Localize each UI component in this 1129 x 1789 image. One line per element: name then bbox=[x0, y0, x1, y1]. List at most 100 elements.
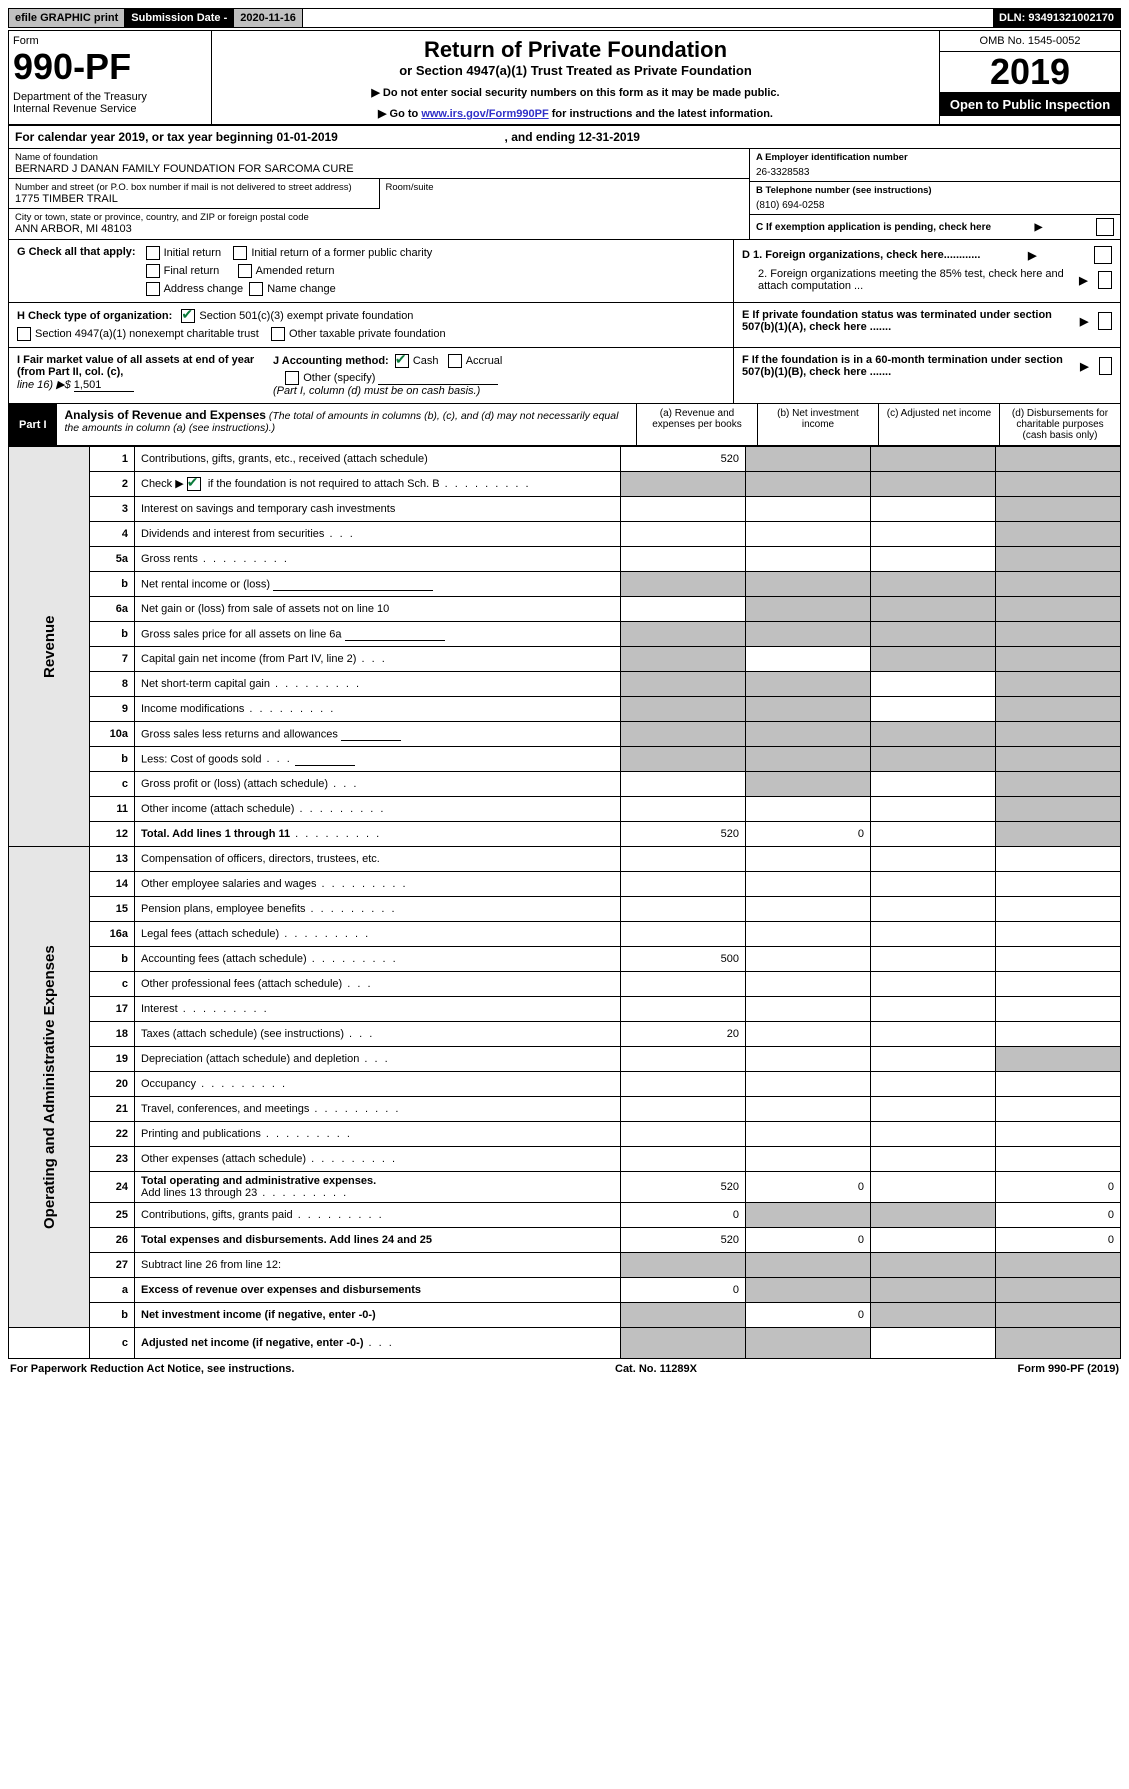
header-left: Form 990-PF Department of the Treasury I… bbox=[9, 31, 212, 124]
table-row: 3Interest on savings and temporary cash … bbox=[9, 497, 1121, 522]
f-checkbox[interactable] bbox=[1099, 357, 1112, 375]
g-address-checkbox[interactable] bbox=[146, 282, 160, 296]
table-row: cAdjusted net income (if negative, enter… bbox=[9, 1328, 1121, 1359]
form-title: Return of Private Foundation bbox=[218, 37, 933, 63]
form-number: 990-PF bbox=[13, 49, 203, 85]
table-row: 14Other employee salaries and wages bbox=[9, 872, 1121, 897]
table-row: 21Travel, conferences, and meetings bbox=[9, 1097, 1121, 1122]
arrow-icon: ▶ bbox=[1080, 360, 1092, 373]
table-row: 19Depreciation (attach schedule) and dep… bbox=[9, 1047, 1121, 1072]
foundation-name: BERNARD J DANAN FAMILY FOUNDATION FOR SA… bbox=[15, 163, 743, 175]
page-footer: For Paperwork Reduction Act Notice, see … bbox=[8, 1359, 1121, 1379]
h-4947-checkbox[interactable] bbox=[17, 327, 31, 341]
opexp-vertical-label: Operating and Administrative Expenses bbox=[9, 847, 90, 1328]
table-row: bNet rental income or (loss) bbox=[9, 572, 1121, 597]
table-row: bGross sales price for all assets on lin… bbox=[9, 622, 1121, 647]
part1-tag: Part I bbox=[9, 404, 57, 445]
paperwork-notice: For Paperwork Reduction Act Notice, see … bbox=[10, 1363, 294, 1375]
e-checkbox[interactable] bbox=[1098, 312, 1112, 330]
d1-checkbox[interactable] bbox=[1094, 246, 1112, 264]
table-row: 8Net short-term capital gain bbox=[9, 672, 1121, 697]
table-row: 15Pension plans, employee benefits bbox=[9, 897, 1121, 922]
j-other-checkbox[interactable] bbox=[285, 371, 299, 385]
schedule-b-checkbox[interactable] bbox=[187, 477, 201, 491]
part1-title: Analysis of Revenue and Expenses (The to… bbox=[57, 404, 636, 445]
i-section: I Fair market value of all assets at end… bbox=[17, 354, 257, 397]
d2-checkbox[interactable] bbox=[1098, 271, 1112, 289]
table-row: 20Occupancy bbox=[9, 1072, 1121, 1097]
year-begin: 01-01-2019 bbox=[276, 130, 337, 144]
revenue-vertical-label: Revenue bbox=[9, 447, 90, 847]
table-row: 9Income modifications bbox=[9, 697, 1121, 722]
table-row: aExcess of revenue over expenses and dis… bbox=[9, 1278, 1121, 1303]
h-501c3-checkbox[interactable] bbox=[181, 309, 195, 323]
j-cash-checkbox[interactable] bbox=[395, 354, 409, 368]
table-row: 24Total operating and administrative exp… bbox=[9, 1172, 1121, 1203]
foundation-name-cell: Name of foundation BERNARD J DANAN FAMIL… bbox=[9, 149, 749, 179]
efile-label: efile GRAPHIC print bbox=[9, 9, 125, 27]
address-cell: Number and street (or P.O. box number if… bbox=[9, 179, 379, 209]
g-initial-former-checkbox[interactable] bbox=[233, 246, 247, 260]
ein-cell: A Employer identification number 26-3328… bbox=[750, 149, 1120, 182]
part1-table: Revenue 1 Contributions, gifts, grants, … bbox=[8, 446, 1121, 1359]
g-section: G Check all that apply: Initial return I… bbox=[9, 240, 734, 302]
j-section: J Accounting method: Cash Accrual Other … bbox=[273, 354, 725, 397]
table-row: 7Capital gain net income (from Part IV, … bbox=[9, 647, 1121, 672]
identity-block: Name of foundation BERNARD J DANAN FAMIL… bbox=[8, 149, 1121, 240]
cell-a: 520 bbox=[621, 447, 746, 472]
irs-label: Internal Revenue Service bbox=[13, 103, 203, 115]
dept-treasury: Department of the Treasury bbox=[13, 91, 203, 103]
table-row: 11Other income (attach schedule) bbox=[9, 797, 1121, 822]
g-initial-checkbox[interactable] bbox=[146, 246, 160, 260]
table-row: 27Subtract line 26 from line 12: bbox=[9, 1253, 1121, 1278]
table-row: bLess: Cost of goods sold bbox=[9, 747, 1121, 772]
phone-cell: B Telephone number (see instructions) (8… bbox=[750, 182, 1120, 215]
part1-header: Part I Analysis of Revenue and Expenses … bbox=[8, 404, 1121, 446]
catalog-number: Cat. No. 11289X bbox=[615, 1363, 697, 1375]
f-section: F If the foundation is in a 60-month ter… bbox=[734, 348, 1120, 403]
form-ref: Form 990-PF (2019) bbox=[1018, 1363, 1119, 1375]
table-row: bNet investment income (if negative, ent… bbox=[9, 1303, 1121, 1328]
table-row: 22Printing and publications bbox=[9, 1122, 1121, 1147]
h-section: H Check type of organization: Section 50… bbox=[9, 303, 734, 347]
omb-number: OMB No. 1545-0052 bbox=[940, 31, 1120, 52]
arrow-icon: ▶ bbox=[1035, 222, 1047, 233]
c-checkbox[interactable] bbox=[1096, 218, 1114, 236]
table-row: 18Taxes (attach schedule) (see instructi… bbox=[9, 1022, 1121, 1047]
form-subtitle: or Section 4947(a)(1) Trust Treated as P… bbox=[218, 63, 933, 78]
g-name-change-checkbox[interactable] bbox=[249, 282, 263, 296]
table-row: 6aNet gain or (loss) from sale of assets… bbox=[9, 597, 1121, 622]
instruction-1: ▶ Do not enter social security numbers o… bbox=[218, 86, 933, 99]
h-other-taxable-checkbox[interactable] bbox=[271, 327, 285, 341]
table-row: 25Contributions, gifts, grants paid00 bbox=[9, 1203, 1121, 1228]
table-row: 17Interest bbox=[9, 997, 1121, 1022]
col-c-head: (c) Adjusted net income bbox=[878, 404, 999, 445]
table-row: 4Dividends and interest from securities bbox=[9, 522, 1121, 547]
j-accrual-checkbox[interactable] bbox=[448, 354, 462, 368]
h-e-row: H Check type of organization: Section 50… bbox=[8, 303, 1121, 348]
table-row: bAccounting fees (attach schedule)500 bbox=[9, 947, 1121, 972]
room-suite-cell: Room/suite bbox=[379, 179, 750, 209]
table-row: 23Other expenses (attach schedule) bbox=[9, 1147, 1121, 1172]
c-exemption-cell: C If exemption application is pending, c… bbox=[750, 215, 1120, 239]
g-final-checkbox[interactable] bbox=[146, 264, 160, 278]
table-row: 16aLegal fees (attach schedule) bbox=[9, 922, 1121, 947]
city-cell: City or town, state or province, country… bbox=[9, 209, 749, 238]
g-amended-checkbox[interactable] bbox=[238, 264, 252, 278]
table-row: 12Total. Add lines 1 through 115200 bbox=[9, 822, 1121, 847]
col-a-head: (a) Revenue and expenses per books bbox=[636, 404, 757, 445]
header-right: OMB No. 1545-0052 2019 Open to Public In… bbox=[939, 31, 1120, 124]
e-section: E If private foundation status was termi… bbox=[734, 303, 1120, 347]
dln-label: DLN: 93491321002170 bbox=[993, 9, 1120, 27]
table-row: 5aGross rents bbox=[9, 547, 1121, 572]
instruction-2: ▶ Go to www.irs.gov/Form990PF for instru… bbox=[218, 107, 933, 120]
irs-link[interactable]: www.irs.gov/Form990PF bbox=[421, 108, 548, 120]
year-end: 12-31-2019 bbox=[579, 130, 640, 144]
header-middle: Return of Private Foundation or Section … bbox=[212, 31, 939, 124]
table-row: Revenue 1 Contributions, gifts, grants, … bbox=[9, 447, 1121, 472]
table-row: cOther professional fees (attach schedul… bbox=[9, 972, 1121, 997]
i-j-f-row: I Fair market value of all assets at end… bbox=[8, 348, 1121, 404]
top-bar: efile GRAPHIC print Submission Date - 20… bbox=[8, 8, 1121, 28]
table-row: cGross profit or (loss) (attach schedule… bbox=[9, 772, 1121, 797]
d-section: D 1. Foreign organizations, check here..… bbox=[734, 240, 1120, 302]
